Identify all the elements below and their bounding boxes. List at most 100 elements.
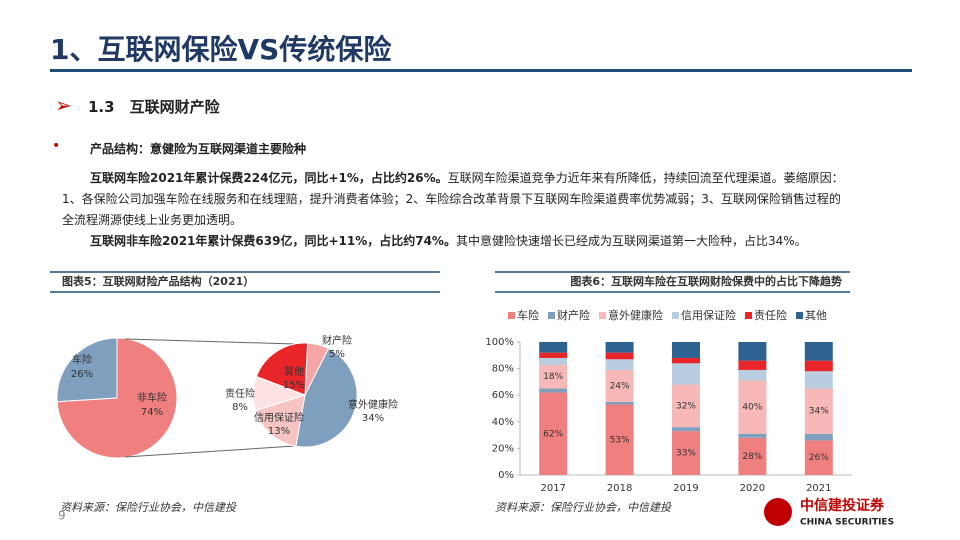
title-rule xyxy=(50,69,912,72)
slice-label: 意外健康险 xyxy=(348,398,398,411)
y-tick-label: 20% xyxy=(492,443,514,454)
bar-segment xyxy=(605,359,634,370)
legend-swatch xyxy=(508,312,515,319)
bold-text: 互联网非车险2021年累计保费639亿，同比+11%，占比约74%。 xyxy=(90,234,456,248)
bar-segment xyxy=(804,440,833,475)
legend-swatch xyxy=(599,312,606,319)
legend-swatch xyxy=(796,312,803,319)
arrow-icon: ➢ xyxy=(55,93,72,117)
slice-label: 责任险 xyxy=(225,387,255,400)
slice-label: 车险 xyxy=(72,353,92,366)
legend-label: 信用保证险 xyxy=(681,308,736,322)
y-tick-label: 40% xyxy=(492,417,514,428)
pie-slice xyxy=(56,337,178,459)
body-text: 互联网车险渠道竞争力近年来有所降低，持续回流至代理渠道。萎缩原因：1、各保险公司… xyxy=(62,171,844,227)
bar-segment xyxy=(539,392,568,475)
bar-segment xyxy=(539,364,568,389)
bar-segment xyxy=(605,401,634,405)
legend-label: 其他 xyxy=(805,309,827,322)
y-tick-label: 60% xyxy=(492,390,514,401)
logo-cn: 中信建投证券 xyxy=(800,497,885,514)
logo-icon xyxy=(764,498,792,526)
bar-segment xyxy=(605,342,634,353)
bar-segment xyxy=(804,433,833,441)
legend-swatch xyxy=(672,312,679,319)
bar-segment xyxy=(672,431,700,475)
slice-label: 信用保证险 xyxy=(254,411,304,424)
bar-segment xyxy=(672,427,700,432)
data-label: 62% xyxy=(543,429,563,439)
data-label: 33% xyxy=(676,449,696,459)
bullet-dot: • xyxy=(52,138,61,154)
x-tick-label: 2019 xyxy=(673,483,698,494)
bar-segment xyxy=(539,388,568,393)
legend-label: 责任险 xyxy=(754,308,787,322)
bullet-text: 产品结构：意健险为互联网渠道主要险种 xyxy=(90,142,307,156)
source: 资料来源：保险行业协会，中信建投 xyxy=(495,501,672,514)
x-tick-label: 2017 xyxy=(540,483,565,494)
slice-value: 74% xyxy=(141,407,163,418)
data-label: 53% xyxy=(610,435,630,445)
pie-slice xyxy=(255,342,309,396)
bar-segment xyxy=(738,433,767,438)
bar-segment xyxy=(738,342,767,361)
pie-slice xyxy=(254,394,306,447)
bar-segment xyxy=(738,380,767,434)
page-number: 9 xyxy=(58,509,66,523)
bar-segment xyxy=(539,342,568,353)
bar-segment xyxy=(672,342,700,358)
bar-segment xyxy=(539,352,568,358)
bar-segment xyxy=(539,357,568,365)
legend-swatch xyxy=(745,312,752,319)
bar-segment xyxy=(672,357,700,364)
legend-label: 财产险 xyxy=(557,308,590,322)
bar-segment xyxy=(804,360,833,372)
connector xyxy=(124,445,296,458)
bar-segment xyxy=(738,437,767,475)
bar-segment xyxy=(738,369,767,381)
y-tick-label: 100% xyxy=(485,337,514,348)
section-heading: 1.3 互联网财产险 xyxy=(88,98,220,116)
bar-segment xyxy=(804,342,833,361)
bar-segment xyxy=(804,388,833,434)
bar-segment xyxy=(738,360,767,370)
y-tick-label: 80% xyxy=(492,364,514,375)
slice-label: 其他 xyxy=(284,365,304,378)
body-text: 其中意健险快速增长已经成为互联网渠道第一大险种，占比34%。 xyxy=(455,234,807,248)
paragraph: 互联网车险2021年累计保费224亿元，同比+1%，占比约26%。互联网车险渠道… xyxy=(62,168,852,231)
source: 资料来源：保险行业协会，中信建投 xyxy=(60,501,237,514)
slice-value: 15% xyxy=(283,380,305,391)
slice-value: 26% xyxy=(71,369,93,380)
bar-segment xyxy=(605,352,634,360)
slide-title: 1、互联网保险VS传统保险 xyxy=(50,33,392,66)
x-tick-label: 2021 xyxy=(806,483,831,494)
bold-text: 互联网车险2021年累计保费224亿元，同比+1%，占比约26%。 xyxy=(90,171,448,185)
chart-title: 图表6：互联网车险在互联网财险保费中的占比下降趋势 xyxy=(570,274,842,288)
legend-swatch xyxy=(548,312,555,319)
x-tick-label: 2018 xyxy=(607,483,632,494)
bar-segment xyxy=(605,369,634,402)
pie-slice xyxy=(56,337,118,403)
data-label: 32% xyxy=(676,401,696,411)
slice-value: 34% xyxy=(362,413,384,424)
logo-en: CHINA SECURITIES xyxy=(800,518,894,528)
bar-segment xyxy=(672,384,700,428)
bar-segment xyxy=(672,363,700,385)
chart-title: 图表5：互联网财险产品结构（2021） xyxy=(62,274,254,288)
slice-value: 5% xyxy=(329,349,345,360)
slice-label: 非车险 xyxy=(137,391,167,404)
bar-segment xyxy=(605,404,634,475)
paragraph: 互联网非车险2021年累计保费639亿，同比+11%，占比约74%。其中意健险快… xyxy=(62,231,852,252)
data-label: 28% xyxy=(742,452,762,462)
pie-slice xyxy=(295,347,358,448)
bar-segment xyxy=(804,371,833,389)
x-tick-label: 2020 xyxy=(740,483,765,494)
connector xyxy=(124,338,296,345)
slice-value: 8% xyxy=(232,402,248,413)
y-tick-label: 0% xyxy=(498,470,514,481)
legend-label: 车险 xyxy=(517,308,539,322)
data-label: 18% xyxy=(543,372,563,382)
data-label: 24% xyxy=(610,381,630,391)
